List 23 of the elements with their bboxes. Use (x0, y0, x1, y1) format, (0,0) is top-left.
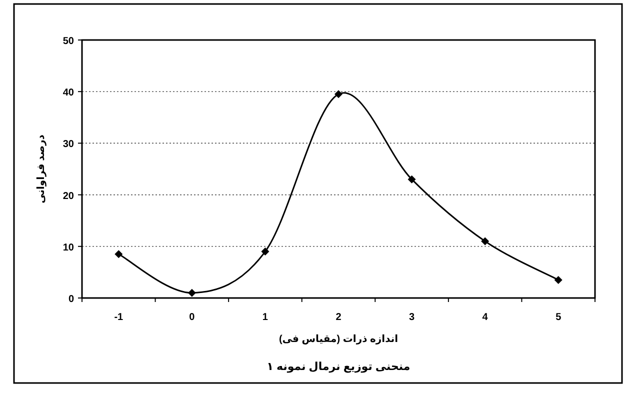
text: منحنی توزیع نرمال نمونه ۱ (266, 361, 410, 373)
y-tick-label: 10 (62, 242, 74, 254)
point (554, 276, 562, 284)
x-tick-label: 0 (189, 312, 196, 323)
point (261, 248, 270, 256)
y-tick-label: 30 (62, 139, 74, 150)
y-axis-title: درصد فراوانی (36, 134, 47, 204)
x-tick-label: -1 (114, 312, 124, 323)
x-tick-label: 3 (409, 312, 416, 323)
point (408, 175, 416, 184)
y-tick-label: 0 (68, 294, 74, 305)
y-tick-label: 50 (62, 36, 74, 47)
x-axis-title: اندازه ذرات (مقیاس فی) (278, 334, 398, 345)
y-tick-label: 40 (62, 88, 74, 99)
x-tick-label: 2 (336, 312, 342, 323)
x-tick-label: 1 (262, 312, 268, 323)
point (188, 288, 196, 297)
x-tick-label: 5 (556, 312, 562, 323)
y-tick-label: 20 (62, 190, 74, 202)
point (114, 250, 123, 258)
point (334, 90, 342, 98)
x-tick-label: 4 (482, 312, 488, 323)
point (481, 237, 490, 246)
